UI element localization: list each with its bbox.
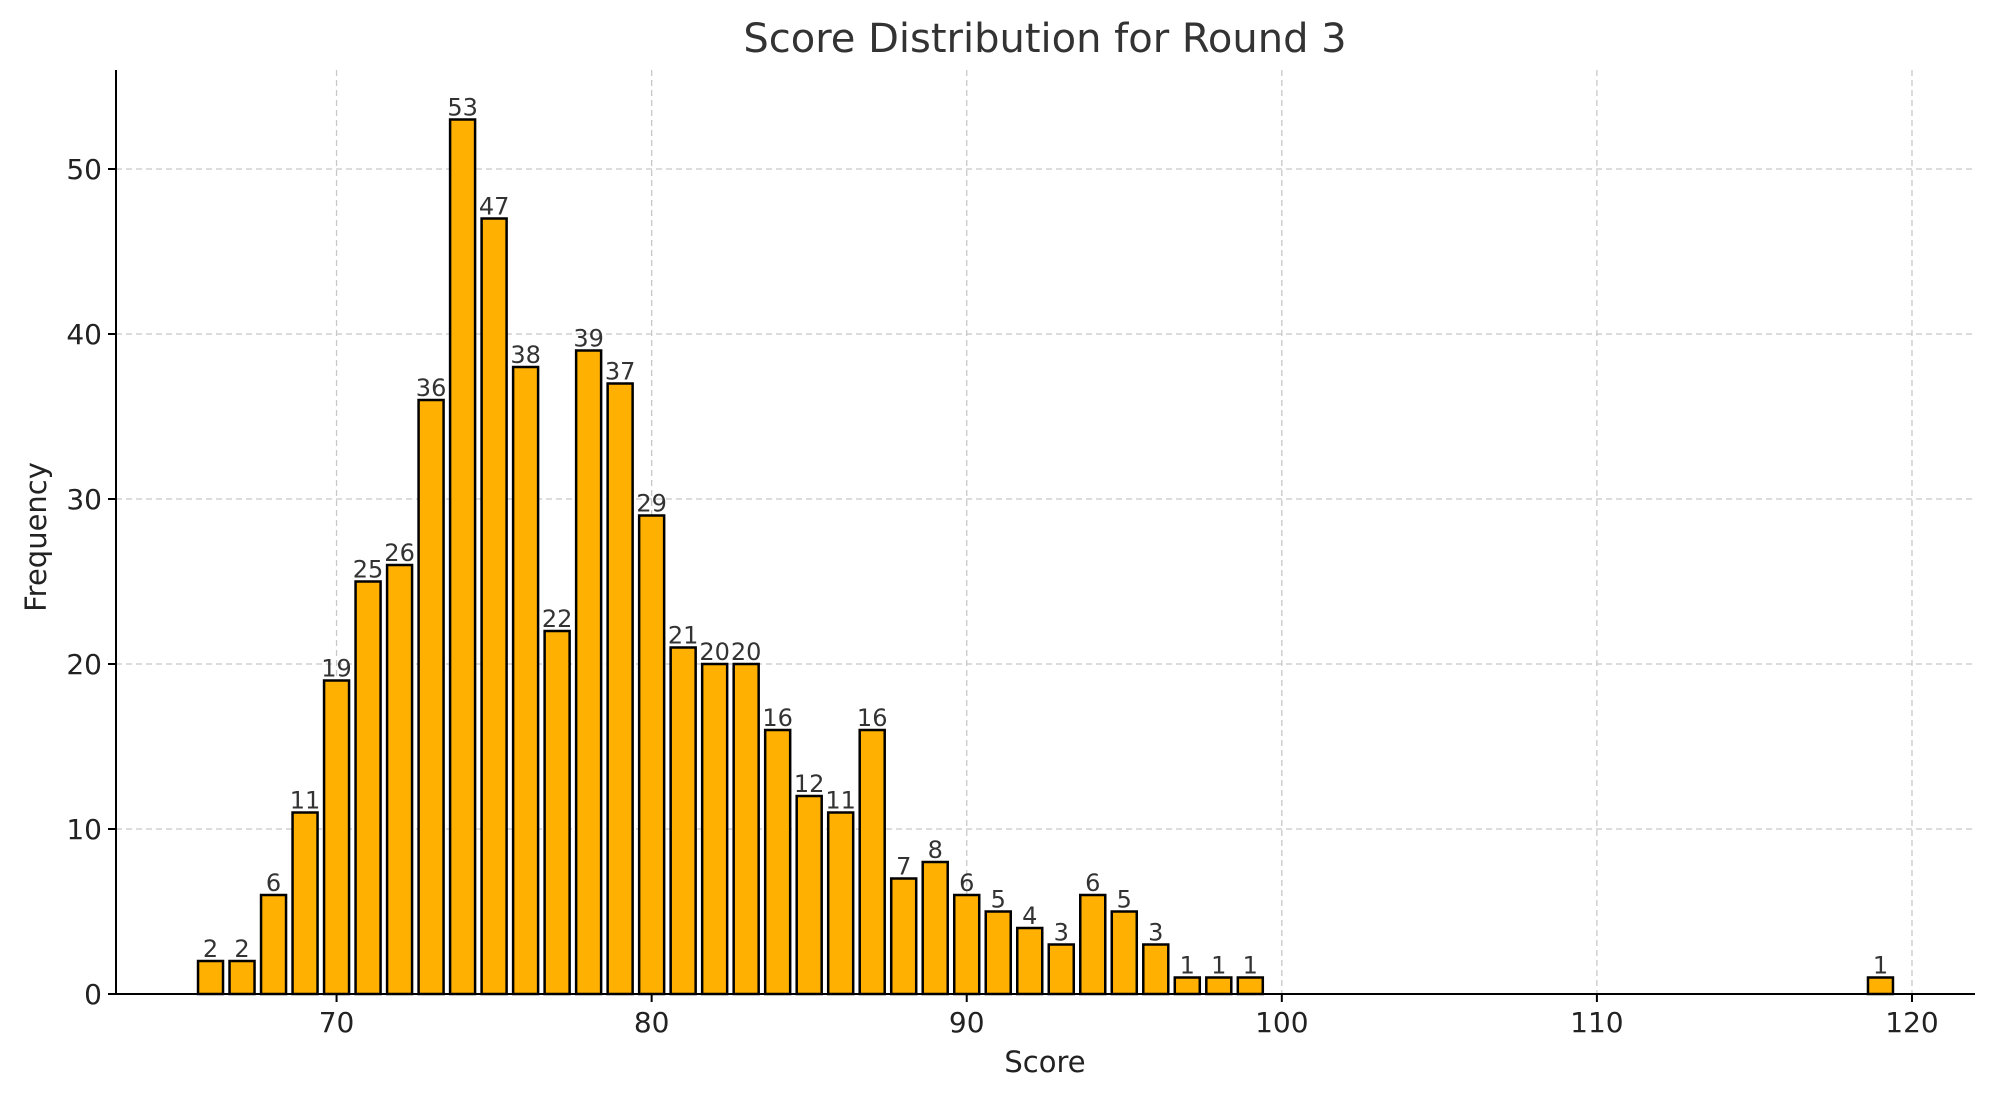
bar-data-label: 6	[266, 869, 281, 897]
bar	[1173, 976, 1202, 996]
bar-data-label: 20	[699, 638, 730, 666]
bar-data-label: 1	[1211, 952, 1226, 980]
bar-data-label: 26	[384, 539, 415, 567]
bar-data-label: 25	[353, 556, 384, 584]
bar-data-label: 1	[1873, 952, 1888, 980]
bar	[1047, 943, 1076, 996]
bar-data-label: 12	[794, 770, 825, 798]
bar	[417, 398, 445, 996]
bars	[196, 118, 1895, 996]
bar-data-label: 8	[928, 836, 943, 864]
x-tick-label: 80	[634, 1006, 670, 1039]
bar-data-label: 19	[321, 655, 352, 683]
bar	[669, 646, 697, 996]
bar	[889, 877, 918, 996]
bar	[385, 563, 414, 996]
bar	[795, 794, 823, 996]
bar	[1110, 910, 1139, 996]
x-tick-label: 90	[949, 1006, 985, 1039]
bar	[1015, 926, 1044, 996]
bar	[606, 382, 634, 996]
bar	[952, 893, 981, 996]
bar	[511, 365, 540, 996]
axes	[108, 70, 1975, 1002]
bar-data-label: 2	[203, 935, 218, 963]
y-tick-label: 0	[84, 978, 102, 1011]
bar-data-label: 36	[416, 374, 447, 402]
bar-data-label: 4	[1022, 902, 1037, 930]
bar-data-label: 7	[896, 853, 911, 881]
bar	[291, 811, 319, 996]
bar-data-label: 39	[573, 325, 604, 353]
bar	[448, 118, 477, 996]
bar-data-label: 16	[762, 704, 793, 732]
bar	[637, 514, 666, 996]
x-axis-label: Score	[1004, 1045, 1085, 1079]
bar-data-label: 21	[668, 622, 699, 650]
bar	[574, 349, 603, 996]
x-tick-label: 70	[319, 1006, 355, 1039]
chart-title: Score Distribution for Round 3	[743, 16, 1346, 62]
bar	[763, 728, 792, 996]
bar	[984, 910, 1012, 996]
bar	[732, 662, 760, 996]
bar-data-label: 3	[1148, 919, 1163, 947]
bar-data-label: 29	[636, 490, 667, 518]
y-tick-label: 20	[66, 648, 102, 681]
bar	[1142, 943, 1170, 996]
bar	[259, 893, 288, 996]
x-tick-label: 100	[1255, 1006, 1308, 1039]
bar-data-label: 2	[234, 935, 249, 963]
bar-data-label: 16	[857, 704, 888, 732]
bar	[1079, 893, 1107, 996]
bar	[1236, 976, 1265, 996]
bar-data-label: 38	[510, 341, 541, 369]
y-tick-label: 50	[66, 153, 102, 186]
y-axis-label: Frequency	[19, 462, 53, 612]
bar-data-label: 22	[542, 605, 573, 633]
bar	[921, 860, 949, 996]
bar-data-label: 37	[605, 358, 636, 386]
bar	[196, 959, 225, 996]
x-tick-label: 110	[1570, 1006, 1623, 1039]
bar	[543, 629, 571, 996]
bar-data-label: 6	[1085, 869, 1100, 897]
bar-data-label: 5	[1117, 886, 1132, 914]
bar	[826, 811, 855, 996]
bar-data-label: 5	[991, 886, 1006, 914]
bar	[354, 580, 382, 996]
bar-data-label: 11	[290, 787, 321, 815]
bar	[858, 728, 886, 996]
bar	[700, 662, 729, 996]
bar-data-label: 1	[1180, 952, 1195, 980]
bar-data-label: 20	[731, 638, 762, 666]
bar	[228, 959, 256, 996]
bar-data-label: 1	[1243, 952, 1258, 980]
bar-data-label: 47	[479, 193, 510, 221]
bar	[322, 679, 351, 996]
bar	[1866, 976, 1895, 996]
y-tick-label: 40	[66, 318, 102, 351]
bar-data-label: 11	[825, 787, 856, 815]
x-tick-label: 120	[1885, 1006, 1938, 1039]
y-tick-label: 30	[66, 483, 102, 516]
bar	[480, 217, 508, 996]
bar-data-label: 6	[959, 869, 974, 897]
bar-data-label: 53	[447, 94, 478, 122]
bar-data-label: 3	[1054, 919, 1069, 947]
bar	[1205, 976, 1233, 996]
y-tick-label: 10	[66, 813, 102, 846]
